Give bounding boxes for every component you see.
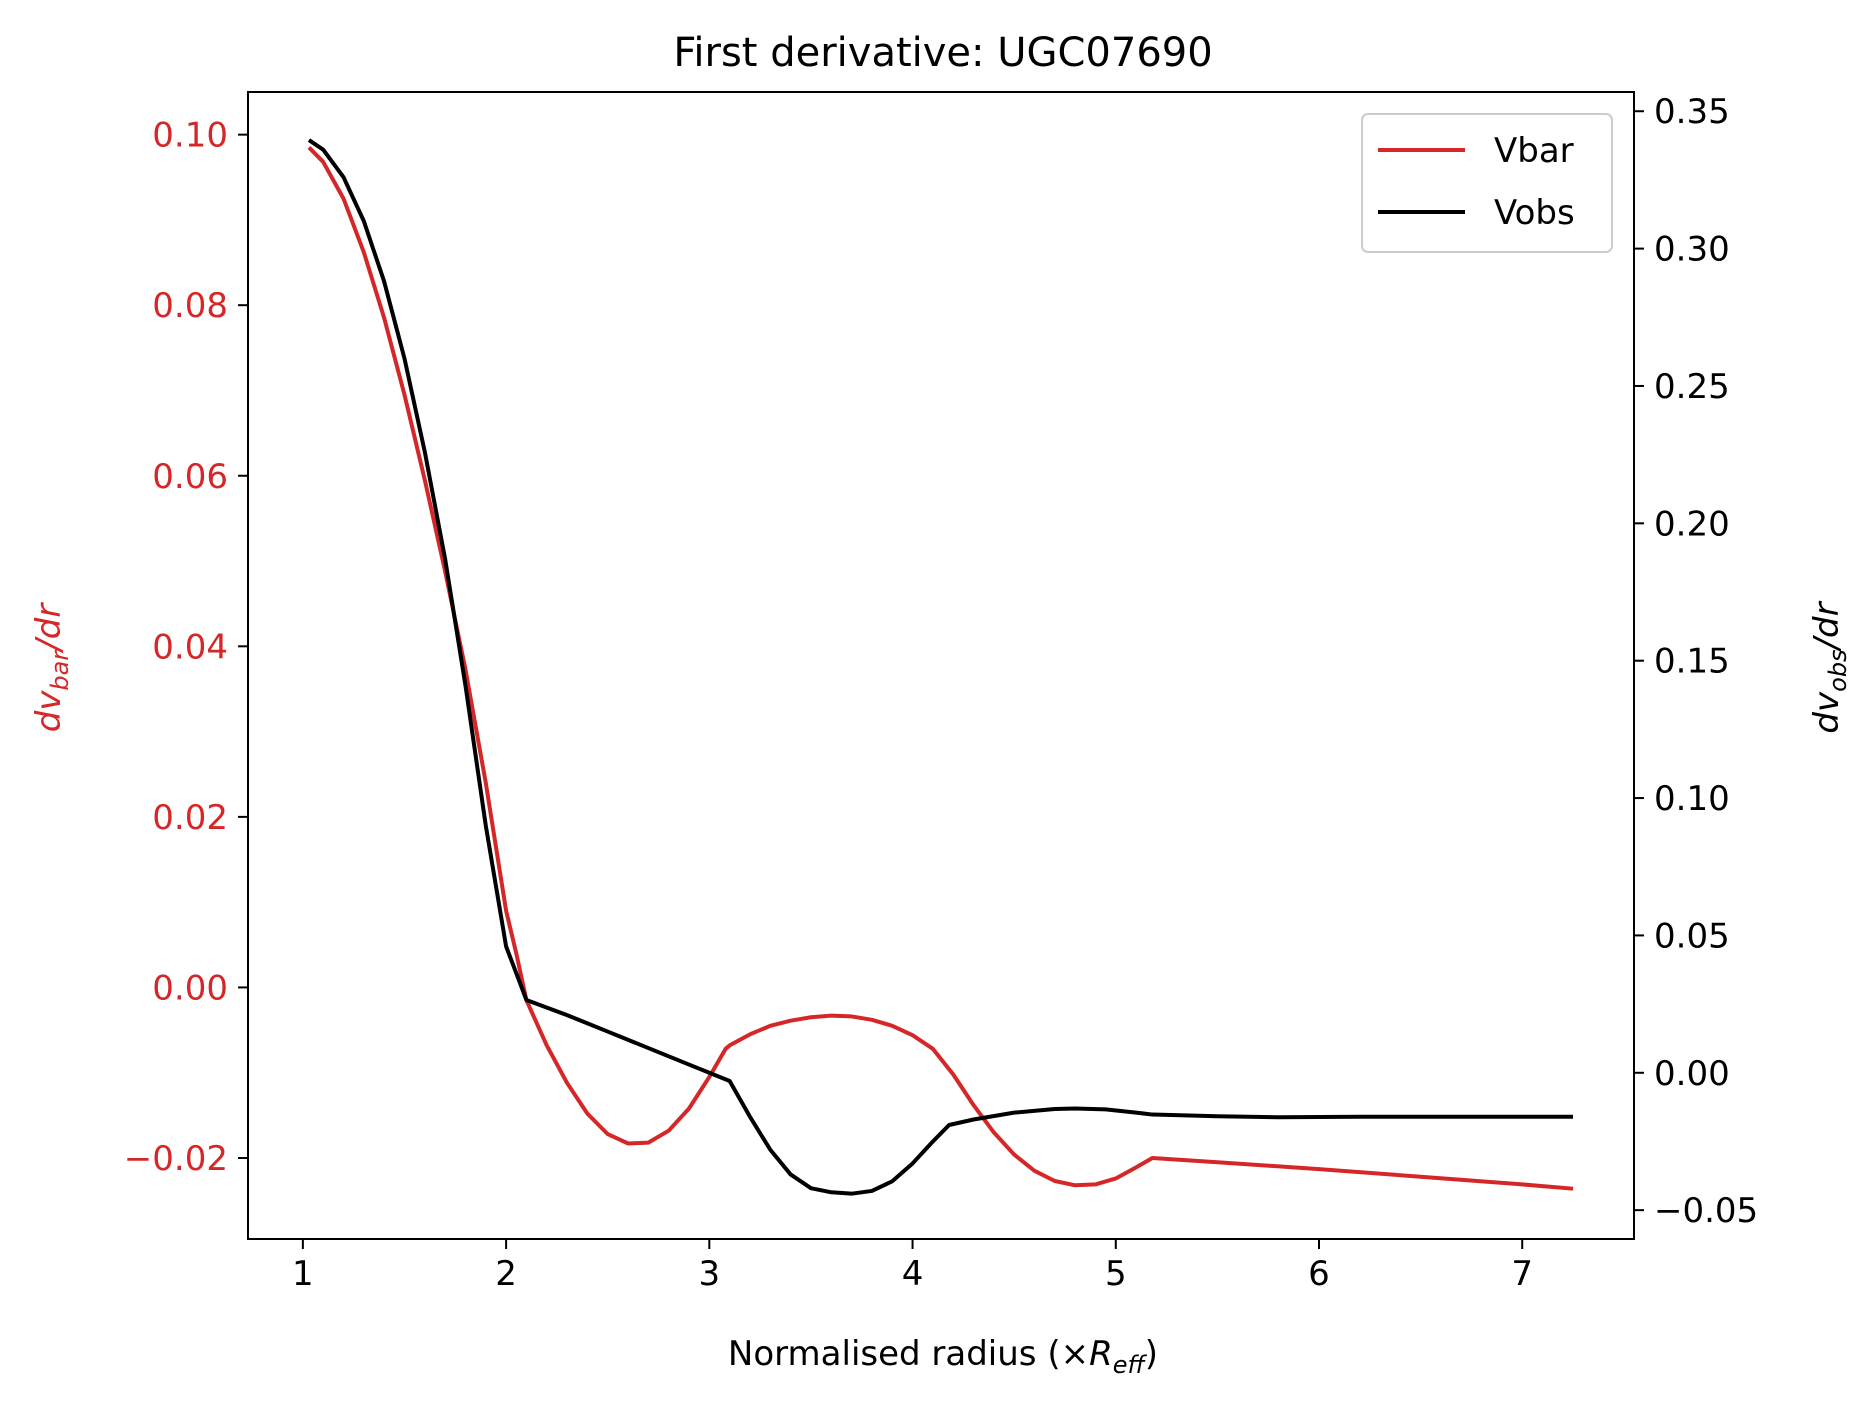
y-right-tick-label: 0.30: [1654, 230, 1730, 270]
y-left-tick-label: 0.00: [152, 968, 228, 1008]
x-tick-label: 3: [699, 1254, 721, 1294]
chart-title: First derivative: UGC07690: [673, 30, 1212, 76]
y-left-tick-label: 0.04: [152, 627, 228, 667]
x-tick-label: 1: [292, 1254, 314, 1294]
y-right-tick-label: 0.35: [1654, 92, 1730, 132]
x-axis-label: Normalised radius (×Reff): [728, 1334, 1158, 1379]
y-right-tick-label: 0.20: [1654, 504, 1730, 544]
y-axis-right-label: dvobs/dr: [1807, 600, 1852, 733]
series-layer: [307, 138, 1574, 1196]
y-left-tick-label: 0.02: [152, 798, 228, 838]
y-axis-right-ticks: 0.35 0.30 0.25 0.20 0.15 0.10 0.05 0.00 −0.05: [1634, 92, 1758, 1231]
y-left-tick-label: 0.06: [152, 457, 228, 497]
series-line-vbar: [307, 146, 1574, 1191]
y-right-tick-label: 0.15: [1654, 642, 1730, 682]
y-axis-left-ticks: 0.10 0.08 0.06 0.04 0.02 0.00 −0.02: [124, 116, 248, 1179]
y-right-tick-label: 0.25: [1654, 367, 1730, 407]
legend-label-vbar: Vbar: [1494, 131, 1574, 171]
plot-frame: [247, 91, 1635, 1240]
x-tick-label: 4: [902, 1254, 924, 1294]
y-axis-left-label: dvbar/dr: [29, 602, 74, 733]
legend: Vbar Vobs: [1361, 113, 1613, 253]
x-axis-ticks: 1 2 3 4 5 6 7: [292, 1239, 1533, 1294]
y-right-tick-label: −0.05: [1654, 1191, 1758, 1231]
x-tick-label: 6: [1308, 1254, 1330, 1294]
y-left-tick-label: −0.02: [124, 1139, 228, 1179]
y-left-tick-label: 0.10: [152, 116, 228, 156]
series-line-vobs: [307, 138, 1574, 1196]
y-right-tick-label: 0.05: [1654, 916, 1730, 956]
legend-label-vobs: Vobs: [1494, 193, 1575, 233]
y-right-tick-label: 0.00: [1654, 1054, 1730, 1094]
x-tick-label: 7: [1511, 1254, 1533, 1294]
y-left-tick-label: 0.08: [152, 286, 228, 326]
x-tick-label: 2: [495, 1254, 517, 1294]
y-right-tick-label: 0.10: [1654, 779, 1730, 819]
x-tick-label: 5: [1105, 1254, 1127, 1294]
